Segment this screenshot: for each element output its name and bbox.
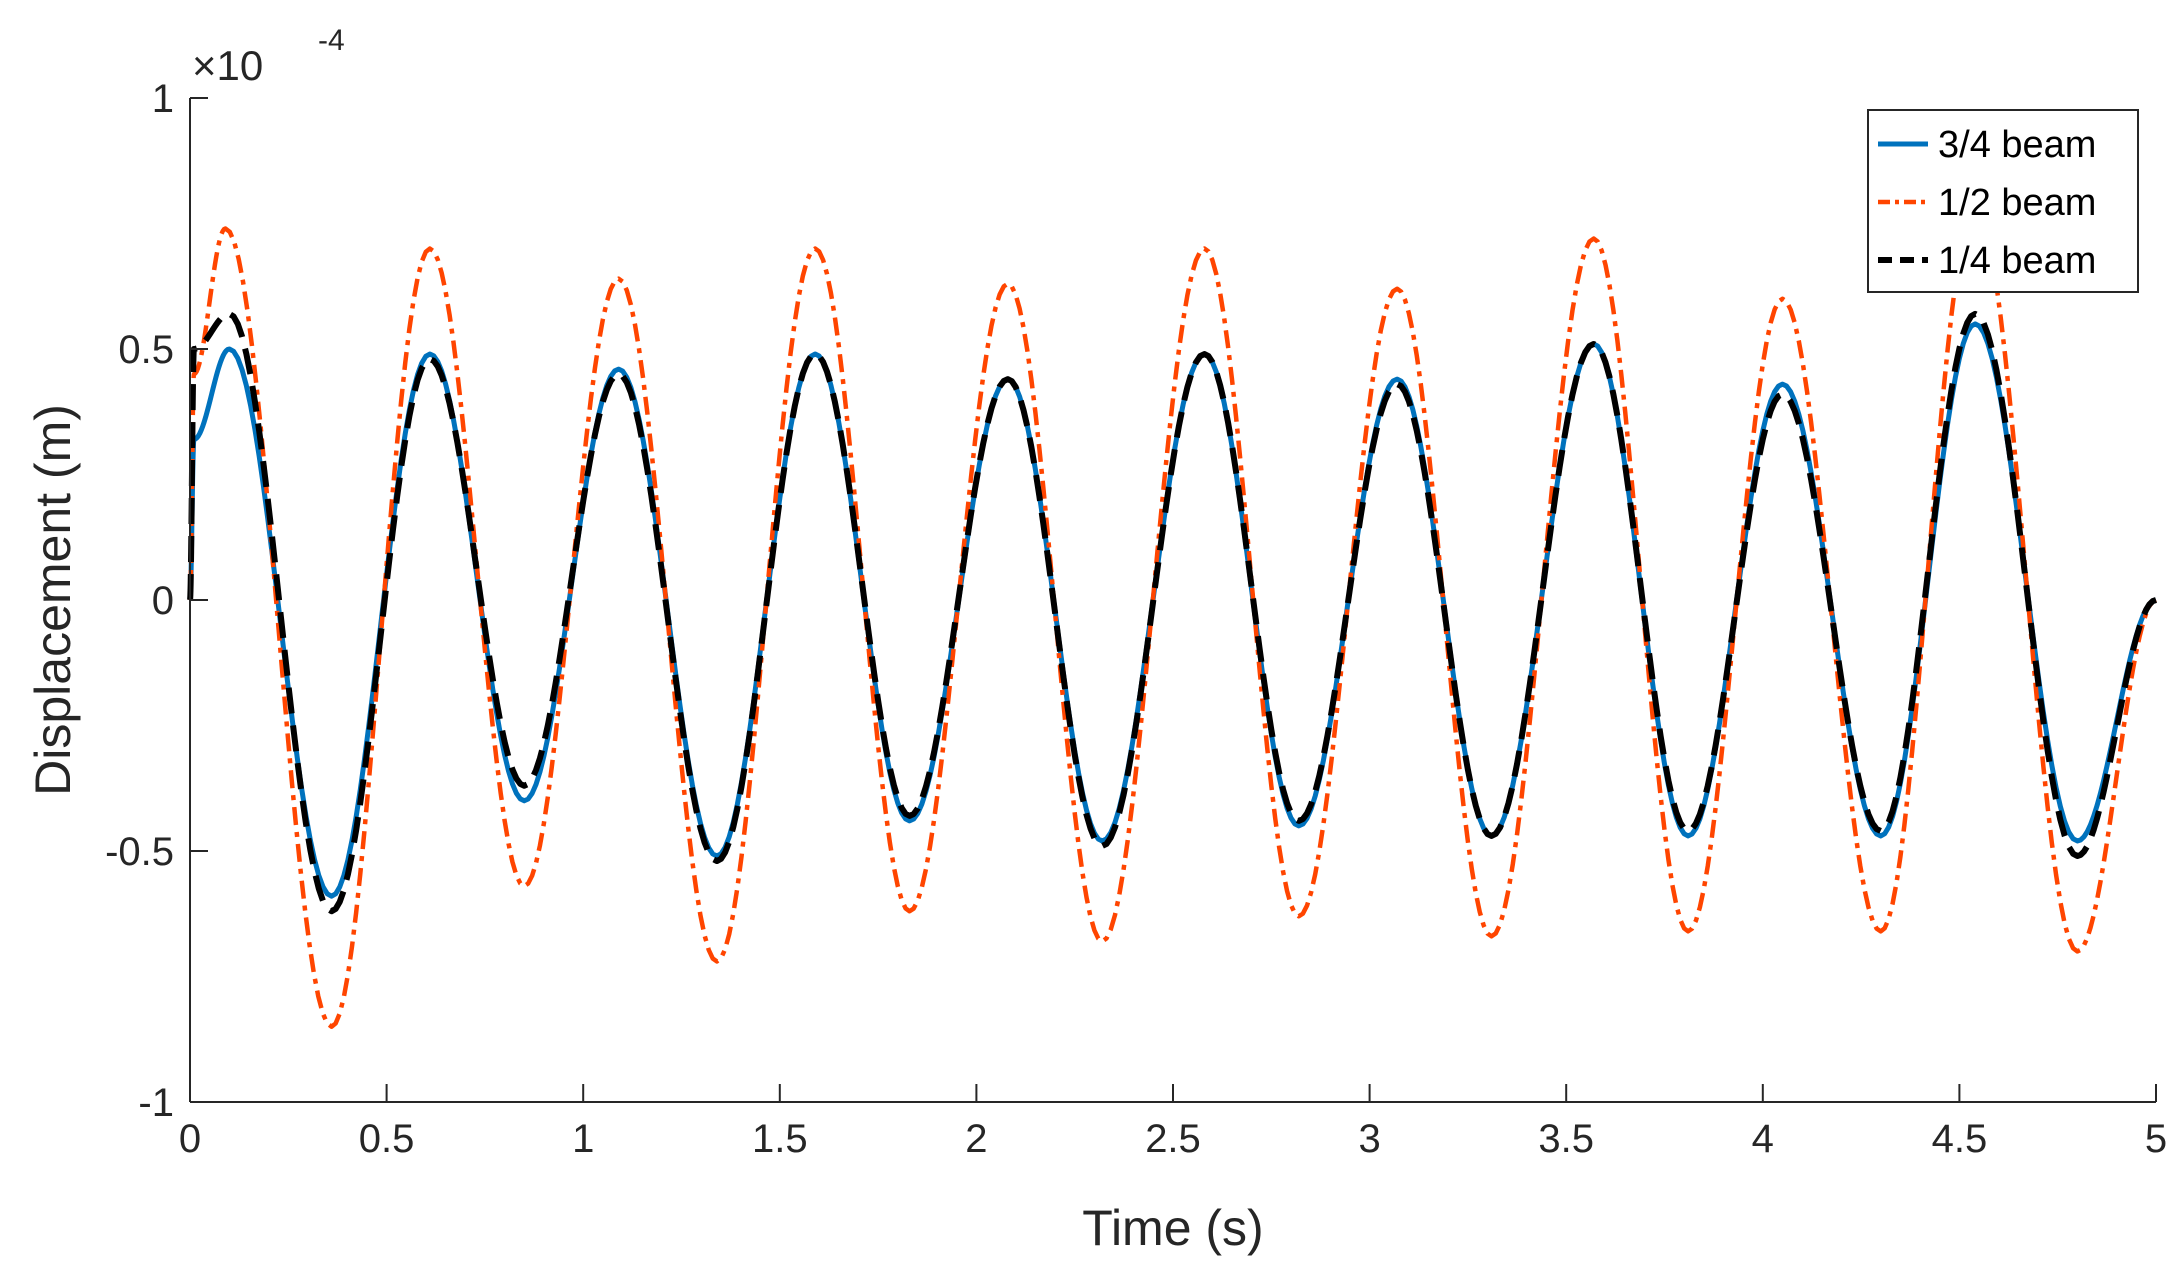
axes-layer bbox=[189, 97, 2157, 1103]
series-line-1-4-beam bbox=[187, 310, 2157, 915]
y-tick-label: 0 bbox=[152, 579, 174, 623]
labels-layer: 0 0.5 1 1.5 2 2.5 3 3.5 4 4.5 5 -1 -0.5 0 0.5 1 Time (s)… bbox=[25, 24, 2167, 1256]
x-axis-title: Time (s) bbox=[1082, 1200, 1263, 1256]
legend-label: 1/2 beam bbox=[1938, 182, 2096, 224]
series-line-1-2-beam bbox=[187, 206, 2157, 1029]
x-tick-label: 1.5 bbox=[752, 1117, 808, 1161]
x-tick-label: 0.5 bbox=[359, 1117, 415, 1161]
y-tick-label: -0.5 bbox=[105, 830, 174, 874]
x-tick-label: 3 bbox=[1358, 1117, 1380, 1161]
x-tick-label: 0 bbox=[179, 1117, 201, 1161]
y-exponent-base: ×10 bbox=[192, 42, 263, 89]
x-tick-label: 4.5 bbox=[1932, 1117, 1988, 1161]
legend-label: 1/4 beam bbox=[1938, 240, 2096, 282]
y-axis-title: Displacement (m) bbox=[25, 404, 81, 796]
y-tick-label: 1 bbox=[152, 77, 174, 121]
x-tick-label: 1 bbox=[572, 1117, 594, 1161]
x-tick-label: 5 bbox=[2145, 1117, 2167, 1161]
series-layer bbox=[187, 206, 2157, 1029]
x-tick-label: 2.5 bbox=[1145, 1117, 1201, 1161]
y-tick-label: 0.5 bbox=[118, 328, 174, 372]
legend-label: 3/4 beam bbox=[1938, 124, 2096, 166]
x-tick-label: 3.5 bbox=[1538, 1117, 1594, 1161]
y-tick-label: -1 bbox=[138, 1081, 174, 1125]
x-tick-label: 2 bbox=[965, 1117, 987, 1161]
x-tick-label: 4 bbox=[1752, 1117, 1774, 1161]
legend: 3/4 beam 1/2 beam 1/4 beam bbox=[1867, 109, 2139, 293]
y-exponent-power: -4 bbox=[318, 24, 345, 57]
plot-background bbox=[190, 98, 2156, 1102]
